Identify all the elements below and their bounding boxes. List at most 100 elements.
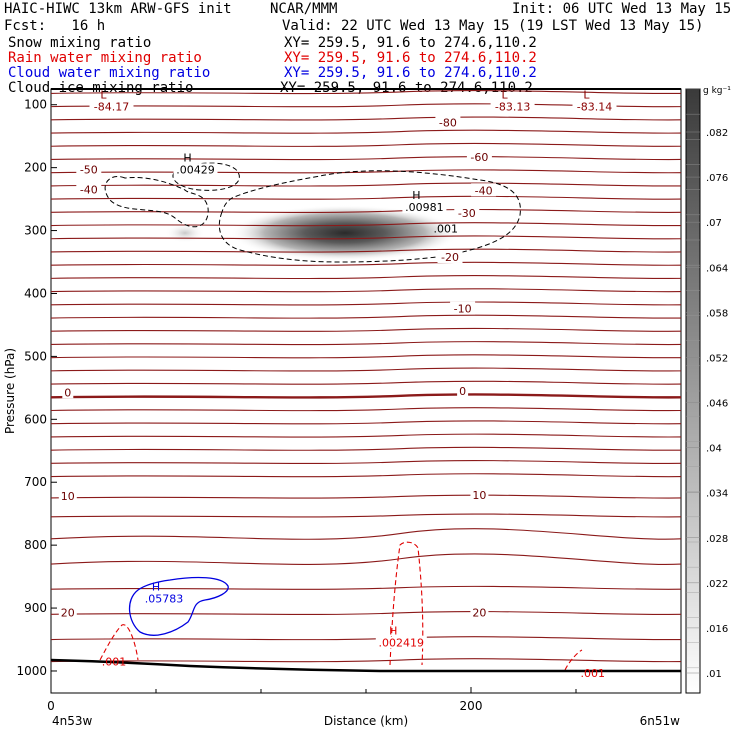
colorbar-tick-label: .064 <box>706 263 728 274</box>
isotherm-line <box>51 367 681 372</box>
colorbar-tick-label: .058 <box>706 308 728 319</box>
isotherm-line <box>51 235 681 240</box>
isotherm-line <box>51 195 681 200</box>
x-axis-label: Distance (km) <box>324 714 408 728</box>
extremum-marker: L <box>100 88 107 101</box>
y-tick-label: 200 <box>24 161 47 175</box>
label-bg <box>173 163 218 176</box>
isotherm-line <box>51 528 681 540</box>
isotherm-line <box>51 208 681 213</box>
x-endpoint-right: 6n51w <box>640 714 681 728</box>
label-bg <box>470 605 489 619</box>
extremum-marker: H <box>152 580 160 593</box>
isotherm-line <box>51 275 681 280</box>
field-xy-snow: XY= 259.5, 91.6 to 274.6,110.2 <box>284 35 537 51</box>
isotherm-line <box>51 446 681 451</box>
label-bg <box>454 205 480 219</box>
extremum-value: .00981 <box>405 201 444 214</box>
extremum-value: -84.17 <box>94 100 129 113</box>
isotherm-line <box>51 636 681 641</box>
isotherm-label: 20 <box>472 606 486 619</box>
isotherm-line <box>51 380 681 385</box>
isotherm-label: 10 <box>472 489 486 502</box>
isotherm-label: 0 <box>459 385 466 398</box>
extremum-marker: L <box>583 88 590 101</box>
isotherm-label: -20 <box>441 251 459 264</box>
x-tick-label: 0 <box>47 699 55 713</box>
isotherm-line <box>51 116 681 121</box>
extremum-value: .05783 <box>145 592 184 605</box>
extremum-marker: H <box>412 189 420 202</box>
colorbar-tick-label: .028 <box>706 534 728 545</box>
extremum-marker: H <box>183 151 191 164</box>
y-axis: 100 200 300 400 500 600 700 800 900 1000 <box>16 98 57 678</box>
isotherm-line <box>51 459 681 465</box>
extremum-marker: H <box>389 624 397 637</box>
isotherm-line <box>51 494 681 499</box>
isotherm-line <box>51 142 681 147</box>
temperature-isotherms <box>51 90 681 663</box>
header-org: NCAR/MMM <box>270 1 338 17</box>
isotherm-line <box>51 407 681 412</box>
label-bg <box>470 487 489 501</box>
colorbar-tick-label: .046 <box>706 399 728 410</box>
y-axis-label: Pressure (hPa) <box>3 348 17 434</box>
snow-shading-small <box>165 223 205 243</box>
label-bg <box>76 182 102 196</box>
isotherm-line <box>51 327 681 332</box>
label-bg <box>471 183 497 197</box>
isotherm-line <box>51 222 681 227</box>
field-xy-cloudwater: XY= 259.5, 91.6 to 274.6,110.2 <box>284 65 537 81</box>
label-bg <box>58 605 77 619</box>
rain-contour-center <box>389 541 424 666</box>
terrain-line <box>51 658 681 673</box>
isotherm-label: -40 <box>80 184 98 197</box>
label-bg <box>76 162 102 176</box>
colorbar-tick-label: .022 <box>706 579 728 590</box>
snow-shading-main <box>230 205 460 261</box>
isotherm-line <box>51 90 681 95</box>
y-tick-label: 300 <box>24 224 47 238</box>
isotherm-line <box>51 473 681 478</box>
rain-contour-right <box>564 649 583 671</box>
colorbar-tick-label: .01 <box>706 669 722 680</box>
plot-area <box>51 90 681 673</box>
label-bg <box>142 592 186 605</box>
label-bg <box>402 201 447 214</box>
isotherm-label: -30 <box>458 207 476 220</box>
isotherm-line <box>51 261 681 266</box>
header-init: Init: 06 UTC Wed 13 May 15 <box>512 1 732 17</box>
contour-value-label: .001 <box>102 656 127 669</box>
field-xy-rain: XY= 259.5, 91.6 to 274.6,110.2 <box>284 50 537 66</box>
y-tick-label: 400 <box>24 286 47 300</box>
isotherm-line <box>51 658 681 663</box>
colorbar-tick-label: .016 <box>706 624 728 635</box>
y-tick-label: 100 <box>24 98 47 112</box>
rain-contour-left <box>99 624 139 661</box>
isotherm-line <box>51 420 681 425</box>
x-axis: 0 200 <box>47 687 577 713</box>
isotherm-line <box>51 585 681 590</box>
y-tick-label: 500 <box>24 349 47 363</box>
y-tick-label: 1000 <box>16 664 47 678</box>
ice-contour-main <box>218 170 521 263</box>
label-bg <box>435 115 461 129</box>
isotherm-line <box>51 314 681 319</box>
extremum-marker: L <box>502 88 509 101</box>
isotherm-line <box>51 341 681 346</box>
isotherm-line <box>51 393 681 399</box>
extremum-value: .00429 <box>176 163 215 176</box>
header-title: HAIC-HIWC 13km ARW-GFS init <box>4 1 232 17</box>
y-tick-label: 800 <box>24 538 47 552</box>
isotherm-line <box>51 513 681 518</box>
field-label-rain: Rain water mixing ratio <box>8 50 202 66</box>
colorbar-tick-label: .034 <box>706 489 728 500</box>
colorbar-tick-label: .082 <box>706 128 728 139</box>
colorbar-tick-label: .052 <box>706 353 728 364</box>
y-tick-label: 900 <box>24 601 47 615</box>
cloud-water-contour <box>128 576 229 636</box>
colorbar-tick-label: .07 <box>706 218 722 229</box>
header-valid: Valid: 22 UTC Wed 13 May 15 (19 LST Wed … <box>282 18 704 34</box>
label-bg <box>466 149 492 163</box>
